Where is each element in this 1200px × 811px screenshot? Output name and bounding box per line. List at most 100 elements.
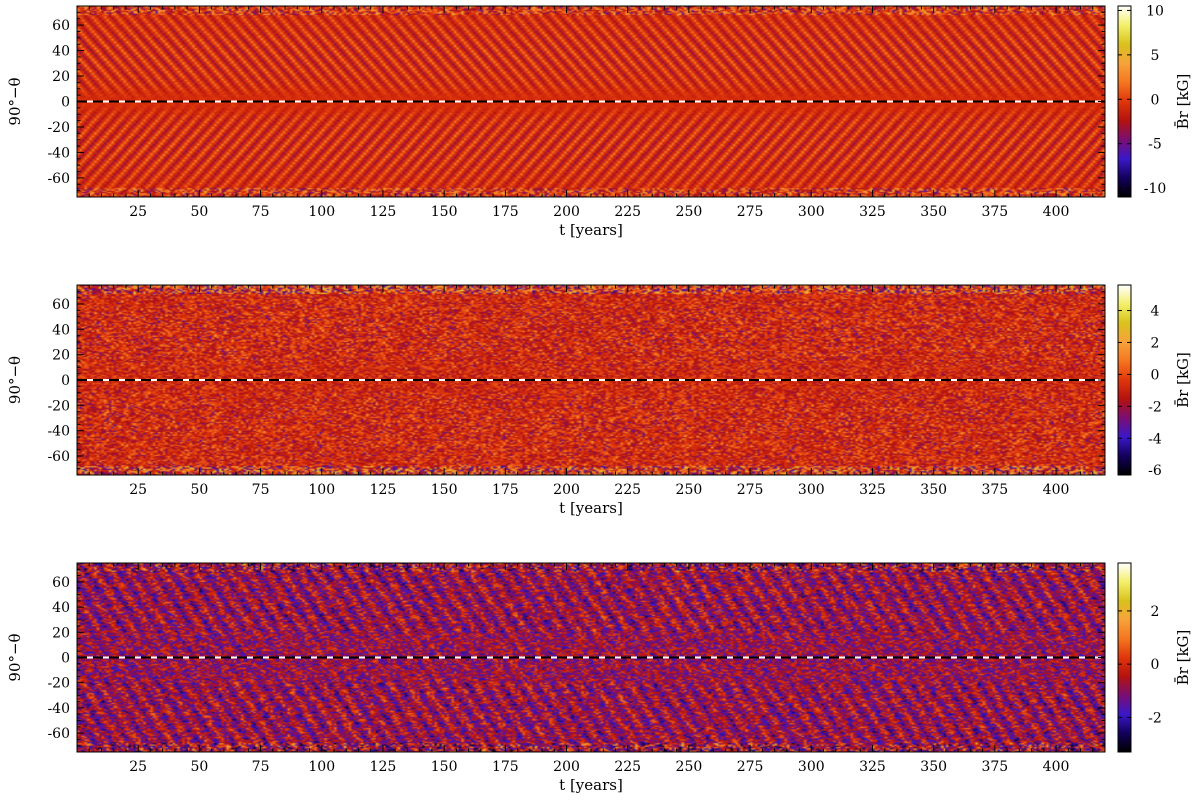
y-tick-label: 40 bbox=[52, 322, 70, 338]
y-tick-label: 60 bbox=[52, 18, 70, 34]
x-tick-label: 150 bbox=[431, 759, 458, 775]
y-tick-label: -40 bbox=[47, 701, 70, 717]
x-tick-label: 125 bbox=[370, 759, 397, 775]
x-tick-label: 125 bbox=[370, 482, 397, 498]
y-axis-label: 90°−θ bbox=[6, 77, 24, 125]
x-tick-label: 375 bbox=[981, 759, 1008, 775]
colorbar-tick-label: 10 bbox=[1146, 3, 1164, 19]
x-tick-label: 100 bbox=[308, 482, 335, 498]
y-tick-label: 40 bbox=[52, 600, 70, 616]
y-axis-label: 90°−θ bbox=[6, 633, 24, 681]
x-tick-label: 375 bbox=[981, 204, 1008, 220]
x-tick-label: 175 bbox=[492, 204, 519, 220]
y-tick-label: 0 bbox=[61, 651, 70, 667]
y-tick-label: -40 bbox=[47, 145, 70, 161]
x-tick-label: 75 bbox=[252, 482, 270, 498]
x-tick-label: 175 bbox=[492, 759, 519, 775]
x-tick-label: 125 bbox=[370, 204, 397, 220]
colorbar: -10 -5 0 5 10 B̄r [kG] bbox=[1117, 3, 1192, 198]
x-tick-label: 175 bbox=[492, 482, 519, 498]
colorbar-tick-label: 2 bbox=[1151, 335, 1160, 351]
x-tick-label: 200 bbox=[553, 204, 580, 220]
x-tick-label: 250 bbox=[676, 204, 703, 220]
x-tick-label: 300 bbox=[798, 482, 825, 498]
panel-1: 25 50 75 100 125 150 175 200 225 250 275 300 325 350 3… bbox=[6, 3, 1192, 239]
x-tick-label: 375 bbox=[981, 482, 1008, 498]
x-tick-label: 25 bbox=[129, 759, 147, 775]
colorbar: -6 -4 -2 0 2 4 B̄r [kG] bbox=[1117, 284, 1192, 479]
x-tick-label: 100 bbox=[308, 204, 335, 220]
colorbar-tick-label: -6 bbox=[1148, 463, 1162, 479]
x-tick-label: 225 bbox=[614, 759, 641, 775]
colorbar-label: B̄r [kG] bbox=[1174, 74, 1192, 130]
colorbar-label: B̄r [kG] bbox=[1174, 630, 1192, 686]
y-axis-label: 90°−θ bbox=[6, 356, 24, 404]
x-tick-label: 325 bbox=[859, 759, 886, 775]
x-tick-label: 200 bbox=[553, 759, 580, 775]
x-tick-label: 250 bbox=[676, 759, 703, 775]
y-tick-label: 0 bbox=[61, 95, 70, 111]
x-tick-label: 400 bbox=[1043, 759, 1070, 775]
x-tick-label: 350 bbox=[920, 204, 947, 220]
y-tick-label: 40 bbox=[52, 44, 70, 60]
y-tick-label: -20 bbox=[47, 398, 70, 414]
y-tick-label: 60 bbox=[52, 297, 70, 313]
colorbar-gradient bbox=[1117, 562, 1132, 753]
y-tick-label: 0 bbox=[61, 373, 70, 389]
x-tick-label: 325 bbox=[859, 204, 886, 220]
x-tick-label: 150 bbox=[431, 482, 458, 498]
y-tick-label: 20 bbox=[52, 348, 70, 364]
x-tick-label: 75 bbox=[252, 759, 270, 775]
x-axis-label: t [years] bbox=[559, 221, 623, 239]
x-tick-label: 275 bbox=[737, 482, 764, 498]
x-tick-label: 75 bbox=[252, 204, 270, 220]
x-tick-label: 250 bbox=[676, 482, 703, 498]
y-tick-label: -40 bbox=[47, 424, 70, 440]
y-tick-label: -60 bbox=[47, 449, 70, 465]
x-tick-label: 350 bbox=[920, 482, 947, 498]
x-tick-label: 275 bbox=[737, 204, 764, 220]
x-tick-label: 50 bbox=[190, 204, 208, 220]
colorbar-tick-label: 0 bbox=[1151, 367, 1160, 383]
x-tick-label: 50 bbox=[190, 482, 208, 498]
x-axis-label: t [years] bbox=[559, 499, 623, 517]
x-tick-label: 325 bbox=[859, 482, 886, 498]
y-tick-label: -20 bbox=[47, 120, 70, 136]
y-tick-label: 60 bbox=[52, 575, 70, 591]
y-tick-label: -60 bbox=[47, 171, 70, 187]
x-tick-label: 275 bbox=[737, 759, 764, 775]
panels: 25 50 75 100 125 150 175 200 225 250 275 300 325 350 3… bbox=[6, 3, 1192, 794]
colorbar-gradient bbox=[1117, 5, 1132, 198]
colorbar-tick-label: -5 bbox=[1148, 137, 1162, 153]
y-tick-label: -60 bbox=[47, 726, 70, 742]
x-tick-label: 25 bbox=[129, 204, 147, 220]
y-tick-label: 20 bbox=[52, 69, 70, 85]
x-tick-label: 100 bbox=[308, 759, 335, 775]
colorbar-tick-label: -4 bbox=[1148, 431, 1162, 447]
colorbar-tick-label: -2 bbox=[1148, 399, 1162, 415]
colorbar-tick-label: 5 bbox=[1151, 48, 1160, 64]
x-tick-label: 300 bbox=[798, 204, 825, 220]
x-tick-label: 150 bbox=[431, 204, 458, 220]
colorbar-label: B̄r [kG] bbox=[1174, 352, 1192, 408]
colorbar-tick-label: 0 bbox=[1151, 657, 1160, 673]
panel-3: 25 50 75 100 125 150 175 200 225 250 275 300 325 350 3… bbox=[6, 562, 1192, 794]
y-tick-label: -20 bbox=[47, 676, 70, 692]
colorbar-tick-label: 2 bbox=[1151, 604, 1160, 620]
panel-2: 25 50 75 100 125 150 175 200 225 250 275 300 325 350 3… bbox=[6, 284, 1192, 517]
x-tick-label: 400 bbox=[1043, 204, 1070, 220]
x-tick-label: 350 bbox=[920, 759, 947, 775]
colorbar-gradient bbox=[1117, 284, 1132, 476]
x-tick-label: 225 bbox=[614, 204, 641, 220]
x-tick-label: 200 bbox=[553, 482, 580, 498]
x-tick-label: 400 bbox=[1043, 482, 1070, 498]
x-tick-label: 225 bbox=[614, 482, 641, 498]
colorbar-tick-label: 0 bbox=[1151, 92, 1160, 108]
x-tick-label: 25 bbox=[129, 482, 147, 498]
x-tick-label: 50 bbox=[190, 759, 208, 775]
colorbar: -2 0 2 B̄r [kG] bbox=[1117, 562, 1192, 753]
y-tick-label: 20 bbox=[52, 625, 70, 641]
colorbar-tick-label: -2 bbox=[1148, 710, 1162, 726]
x-axis-label: t [years] bbox=[559, 776, 623, 794]
